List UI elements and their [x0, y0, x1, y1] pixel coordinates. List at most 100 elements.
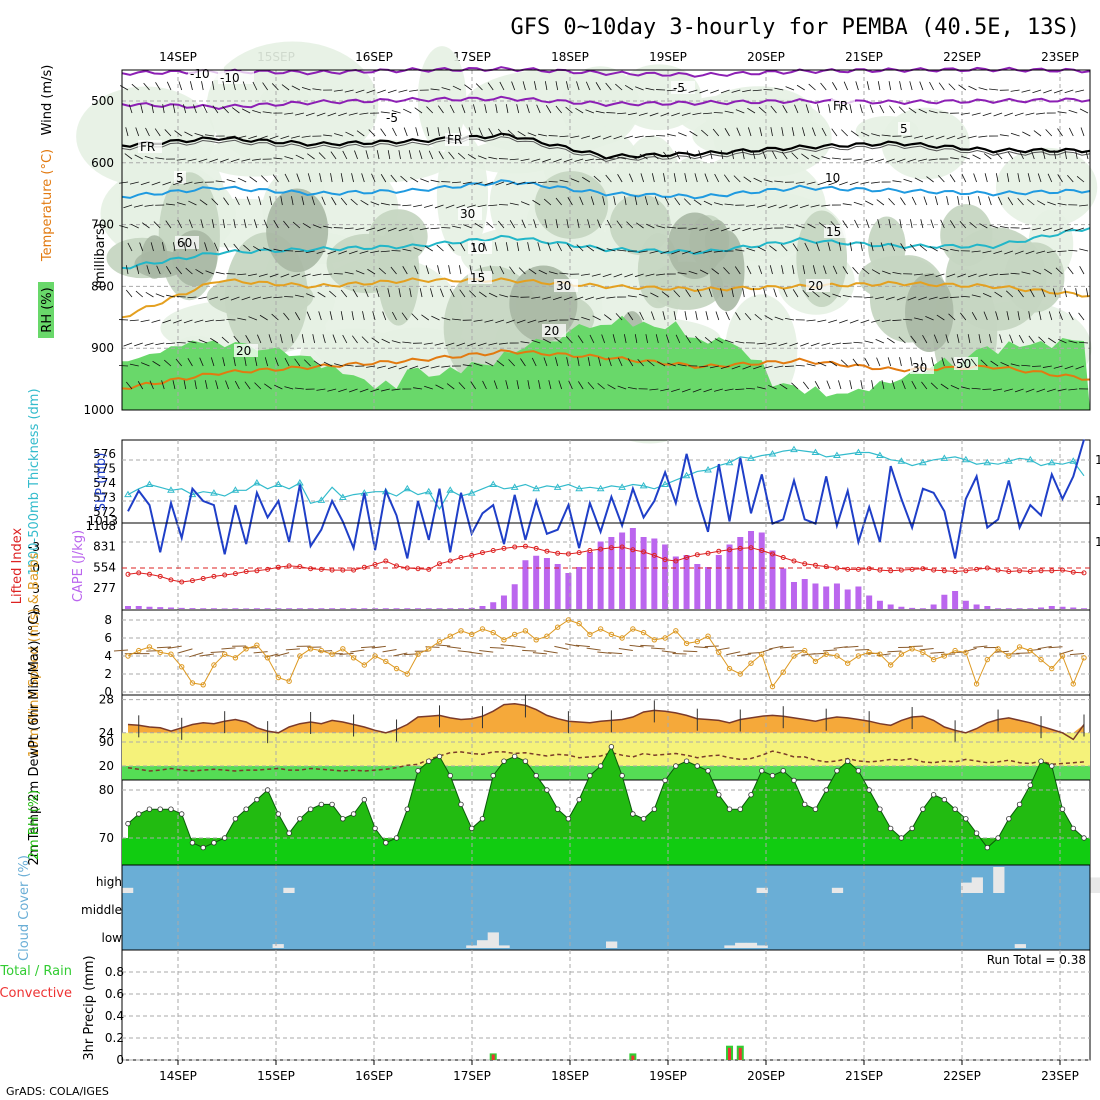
- thickness-marker: [596, 484, 605, 492]
- wind-barb: [624, 84, 634, 91]
- contour-label-bg: [174, 171, 186, 184]
- wind-barb: [831, 157, 841, 160]
- wind-10m-barb: [919, 647, 934, 651]
- li-marker: [834, 565, 840, 571]
- wind-barb: [623, 334, 627, 344]
- wind-barb: [351, 311, 354, 321]
- rh2-marker: [307, 806, 314, 812]
- wind-barb: [365, 150, 369, 160]
- li-tick-6: 6: [32, 603, 40, 617]
- wind-barb: [344, 227, 354, 230]
- wind-speed-marker: [211, 662, 217, 668]
- wind-barb: [482, 380, 487, 390]
- wind-barb: [188, 200, 197, 206]
- wind-barb: [485, 361, 494, 367]
- wind-barb: [994, 291, 1003, 298]
- wind-speed-marker: [630, 626, 636, 632]
- wind-barb: [516, 104, 520, 114]
- wind-barb: [445, 342, 455, 347]
- li-tick--3: -3: [28, 540, 40, 554]
- li-marker: [662, 557, 668, 563]
- wind-barb: [832, 82, 838, 91]
- wind-barb: [774, 180, 784, 183]
- rh2-marker: [340, 816, 346, 822]
- wind-barb: [458, 382, 466, 390]
- wind-barb: [371, 337, 380, 344]
- rh2-marker: [544, 787, 550, 793]
- wind-barb: [1041, 288, 1046, 298]
- wind-barb: [317, 291, 326, 298]
- wind-barb: [330, 151, 337, 160]
- cape-bar: [887, 604, 894, 609]
- li-marker: [759, 548, 765, 553]
- wind-barb: [624, 196, 627, 206]
- wind-barb: [130, 223, 139, 229]
- wind-barb: [333, 89, 343, 92]
- wind-barb: [649, 112, 659, 117]
- wind-barb: [1075, 227, 1085, 232]
- cape-bar: [178, 607, 185, 609]
- wind-barb: [724, 388, 734, 391]
- wind-barb: [989, 88, 999, 91]
- li-marker: [769, 551, 775, 557]
- wind-barb: [674, 151, 681, 160]
- wind-barb: [548, 319, 558, 322]
- wind-barb: [875, 296, 884, 300]
- wind-barb: [254, 382, 262, 390]
- wind-barb: [271, 313, 279, 321]
- wind-barb: [262, 82, 268, 91]
- wind-barb: [709, 150, 713, 160]
- wind-barb: [585, 296, 595, 301]
- wind-barb: [123, 204, 133, 209]
- wind-barb: [129, 319, 139, 322]
- wind-barb: [1021, 89, 1031, 93]
- wind-barb: [724, 128, 730, 137]
- wind-barb: [1048, 337, 1056, 344]
- wind-barb: [548, 380, 552, 390]
- wind-barb: [933, 334, 938, 344]
- wind-barb: [720, 227, 730, 232]
- cape-bar: [286, 608, 293, 609]
- below-surface-mask: [122, 410, 1090, 440]
- rh2-marker: [952, 806, 958, 812]
- wind-barb: [409, 288, 412, 298]
- wind-barb: [230, 158, 240, 163]
- wind-barb: [413, 247, 423, 252]
- wind-barb: [466, 204, 476, 208]
- li-marker: [544, 548, 550, 554]
- wind-barb: [345, 131, 354, 137]
- rh2-marker: [877, 806, 883, 812]
- wind-barb: [999, 226, 1009, 229]
- wind-barb: [516, 181, 526, 185]
- wind-barb: [990, 360, 999, 367]
- wind-speed-marker: [952, 647, 958, 654]
- rh-light-blob: [995, 147, 1098, 228]
- cape-tick-1108: 1108: [85, 519, 116, 533]
- wind-tick-2: 2: [104, 667, 112, 681]
- rh2-marker: [189, 840, 196, 846]
- rh2-marker: [941, 796, 948, 803]
- wind-tick-6: 6: [104, 631, 112, 645]
- wind-10m-barb: [586, 647, 601, 651]
- wind-barb: [1047, 173, 1053, 183]
- wind-speed-marker: [748, 660, 754, 666]
- li-marker: [1038, 568, 1044, 574]
- wind-barb: [591, 135, 601, 140]
- wind-barb: [166, 81, 172, 91]
- wind-barb: [920, 357, 924, 367]
- wind-barb: [145, 127, 150, 137]
- wind-barb: [574, 296, 584, 301]
- wind-speed-marker: [329, 651, 335, 657]
- wind-barb: [710, 227, 719, 232]
- thickness-ylabel: 1000-500mb Thickness (dm): [27, 388, 42, 575]
- contour-label-bg: [824, 225, 848, 238]
- wind-barb: [380, 202, 390, 206]
- wind-speed-marker: [1006, 653, 1012, 659]
- wind-barb: [354, 150, 358, 160]
- cape-bar: [952, 591, 959, 609]
- wind-10m-barb: [253, 651, 268, 654]
- wind-speed-marker: [189, 680, 196, 686]
- li-ylabel: Lifted Index: [10, 527, 25, 604]
- wind-barb: [1052, 288, 1057, 298]
